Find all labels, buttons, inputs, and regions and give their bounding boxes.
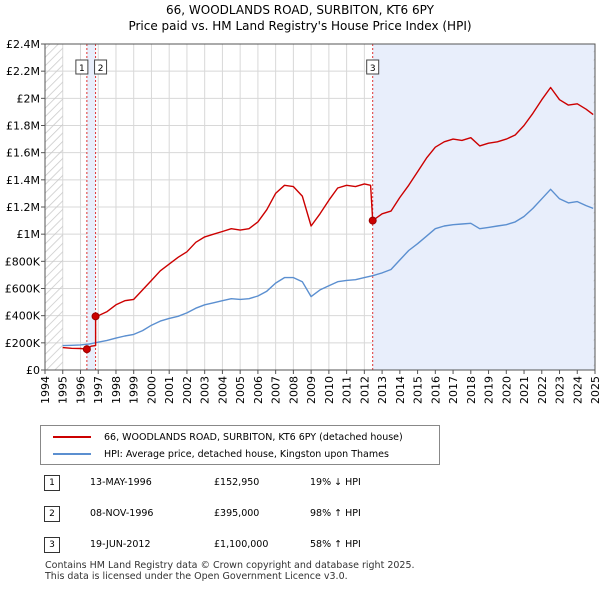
x-tick-label: 2013 xyxy=(376,376,389,404)
x-tick-label: 2008 xyxy=(287,376,300,404)
x-tick-label: 2011 xyxy=(341,376,354,404)
transaction-date: 08-NOV-1996 xyxy=(90,508,154,519)
x-tick-label: 2020 xyxy=(500,376,513,404)
y-tick-label: £1M xyxy=(17,228,41,241)
hpi-line xyxy=(62,188,594,347)
y-tick-label: £200K xyxy=(5,337,41,350)
y-tick-label: £1.2M xyxy=(6,201,40,214)
legend-item-property: 66, WOODLANDS ROAD, SURBITON, KT6 6PY (d… xyxy=(53,429,403,445)
legend-swatch-property xyxy=(53,436,91,438)
sale-label-box xyxy=(366,59,380,75)
shaded-region xyxy=(372,44,595,370)
legend-label-hpi: HPI: Average price, detached house, King… xyxy=(104,448,389,460)
x-tick-label: 2022 xyxy=(536,376,549,404)
y-tick-label: £2M xyxy=(17,92,41,105)
footer: Contains HM Land Registry data © Crown c… xyxy=(45,560,415,582)
x-tick-label: 2003 xyxy=(199,376,212,404)
y-tick-label: £600K xyxy=(5,283,41,296)
x-tick-label: 2006 xyxy=(252,376,265,404)
x-tick-label: 1997 xyxy=(92,376,105,404)
x-tick-label: 2023 xyxy=(554,376,567,404)
x-tick-label: 1996 xyxy=(74,376,87,404)
y-tick-label: £800K xyxy=(5,255,41,268)
x-tick-label: 2002 xyxy=(181,376,194,404)
x-tick-label: 2001 xyxy=(163,376,176,404)
footer-licence: This data is licensed under the Open Gov… xyxy=(45,571,348,582)
x-tick-label: 2019 xyxy=(483,376,496,404)
x-tick-label: 1994 xyxy=(39,376,52,404)
property-price-line xyxy=(62,86,594,350)
chart-title: 66, WOODLANDS ROAD, SURBITON, KT6 6PY xyxy=(166,3,434,17)
x-tick-label: 2024 xyxy=(571,376,584,404)
y-tick-label: £2.4M xyxy=(6,38,40,51)
x-tick-label: 2014 xyxy=(394,376,407,404)
table-row: 1 13-MAY-1996 £152,950 19% ↓ HPI xyxy=(44,473,444,493)
table-row: 2 08-NOV-1996 £395,000 98% ↑ HPI xyxy=(44,504,444,524)
transaction-number: 2 xyxy=(44,506,60,522)
transaction-price: £152,950 xyxy=(214,477,260,488)
x-tick-label: 1999 xyxy=(128,376,141,404)
sale-point xyxy=(368,216,377,225)
legend-item-hpi: HPI: Average price, detached house, King… xyxy=(53,446,389,462)
sale-label: 2 xyxy=(98,64,104,74)
footer-copyright: Contains HM Land Registry data © Crown c… xyxy=(45,560,415,571)
x-tick-label: 2017 xyxy=(447,376,460,404)
x-tick-label: 2000 xyxy=(145,376,158,404)
hatched-region xyxy=(593,44,595,370)
chart-subtitle: Price paid vs. HM Land Registry's House … xyxy=(128,19,472,33)
y-tick-label: £0 xyxy=(26,364,40,377)
transaction-number: 1 xyxy=(44,475,60,491)
y-tick-label: £1.6M xyxy=(6,147,40,160)
shaded-region xyxy=(86,44,96,370)
price-chart: 1 2 3 £0 £200K £400K £600K £800K £1M £1.2M £1.4M £… xyxy=(5,38,600,404)
sale-point xyxy=(91,312,100,321)
x-tick-label: 2025 xyxy=(589,376,600,404)
x-tick-label: 2010 xyxy=(323,376,336,404)
hatched-region xyxy=(45,44,63,370)
legend: 66, WOODLANDS ROAD, SURBITON, KT6 6PY (d… xyxy=(40,425,440,465)
transaction-hpi: 19% ↓ HPI xyxy=(310,477,361,488)
sale-label: 3 xyxy=(370,64,376,74)
x-tick-label: 1995 xyxy=(57,376,70,404)
transaction-hpi: 58% ↑ HPI xyxy=(310,539,361,550)
sale-label: 1 xyxy=(79,64,85,74)
legend-label-property: 66, WOODLANDS ROAD, SURBITON, KT6 6PY (d… xyxy=(104,431,403,443)
y-tick-label: £400K xyxy=(5,310,41,323)
legend-swatch-hpi xyxy=(53,453,91,455)
x-tick-label: 2021 xyxy=(518,376,531,404)
x-tick-label: 2007 xyxy=(270,376,283,404)
x-tick-label: 2009 xyxy=(305,376,318,404)
x-tick-label: 1998 xyxy=(110,376,123,404)
transaction-hpi: 98% ↑ HPI xyxy=(310,508,361,519)
y-tick-label: £1.8M xyxy=(6,120,40,133)
x-tick-label: 2004 xyxy=(216,376,229,404)
y-tick-label: £2.2M xyxy=(6,65,40,78)
sale-point xyxy=(82,345,91,354)
x-tick-label: 2018 xyxy=(465,376,478,404)
transaction-date: 13-MAY-1996 xyxy=(90,477,152,488)
y-tick-label: £1.4M xyxy=(6,174,40,187)
transaction-number: 3 xyxy=(44,537,60,553)
transaction-price: £1,100,000 xyxy=(214,539,269,550)
transaction-date: 19-JUN-2012 xyxy=(90,539,151,550)
x-tick-label: 2015 xyxy=(412,376,425,404)
transaction-price: £395,000 xyxy=(214,508,260,519)
sale-label-box xyxy=(75,59,89,75)
sale-label-box xyxy=(94,59,108,75)
x-tick-label: 2005 xyxy=(234,376,247,404)
x-tick-label: 2016 xyxy=(429,376,442,404)
table-row: 3 19-JUN-2012 £1,100,000 58% ↑ HPI xyxy=(44,535,444,555)
x-tick-label: 2012 xyxy=(358,376,371,404)
